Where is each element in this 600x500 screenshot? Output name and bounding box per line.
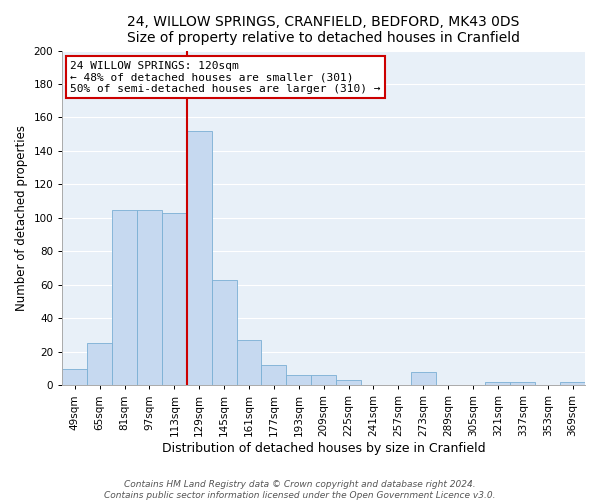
- Bar: [336, 380, 361, 386]
- Bar: [62, 368, 87, 386]
- Bar: [411, 372, 436, 386]
- Bar: [262, 365, 286, 386]
- Bar: [311, 375, 336, 386]
- Text: 24 WILLOW SPRINGS: 120sqm
← 48% of detached houses are smaller (301)
50% of semi: 24 WILLOW SPRINGS: 120sqm ← 48% of detac…: [70, 60, 380, 94]
- Title: 24, WILLOW SPRINGS, CRANFIELD, BEDFORD, MK43 0DS
Size of property relative to de: 24, WILLOW SPRINGS, CRANFIELD, BEDFORD, …: [127, 15, 520, 45]
- Bar: [187, 131, 212, 386]
- Bar: [236, 340, 262, 386]
- Bar: [162, 213, 187, 386]
- X-axis label: Distribution of detached houses by size in Cranfield: Distribution of detached houses by size …: [162, 442, 485, 455]
- Bar: [112, 210, 137, 386]
- Bar: [212, 280, 236, 386]
- Bar: [511, 382, 535, 386]
- Y-axis label: Number of detached properties: Number of detached properties: [15, 125, 28, 311]
- Bar: [286, 375, 311, 386]
- Bar: [485, 382, 511, 386]
- Bar: [137, 210, 162, 386]
- Text: Contains HM Land Registry data © Crown copyright and database right 2024.
Contai: Contains HM Land Registry data © Crown c…: [104, 480, 496, 500]
- Bar: [87, 344, 112, 386]
- Bar: [560, 382, 585, 386]
